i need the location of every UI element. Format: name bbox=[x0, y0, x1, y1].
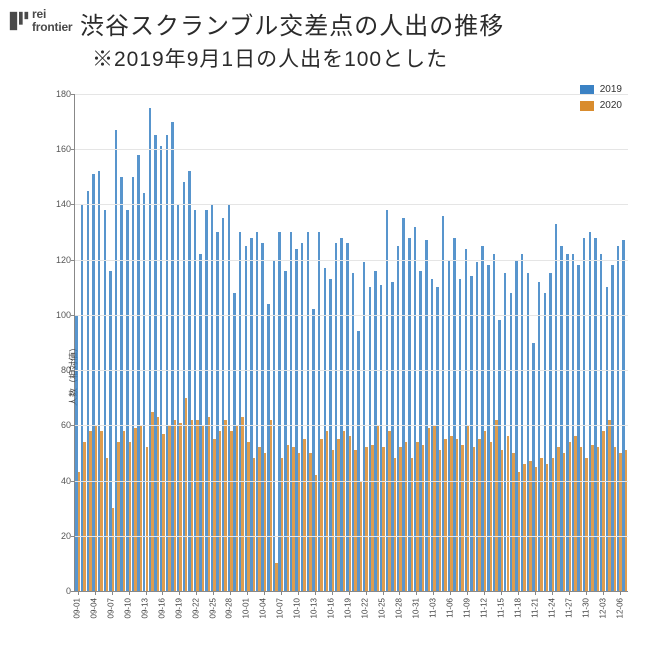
x-tick-label: 10-25 bbox=[378, 598, 387, 618]
x-tick-label: 09-19 bbox=[174, 598, 183, 618]
x-tick-label: 11-21 bbox=[530, 598, 539, 618]
x-tick-label: 10-01 bbox=[242, 598, 251, 618]
gridline bbox=[75, 315, 628, 316]
y-tick-label: 180 bbox=[56, 89, 75, 99]
x-tick-label: 11-30 bbox=[581, 598, 590, 618]
gridline bbox=[75, 370, 628, 371]
gridline bbox=[75, 94, 628, 95]
gridline bbox=[75, 149, 628, 150]
gridline bbox=[75, 260, 628, 261]
x-tick-label: 11-18 bbox=[513, 598, 522, 618]
y-tick-label: 100 bbox=[56, 310, 75, 320]
x-tick-label: 10-07 bbox=[276, 598, 285, 618]
x-tick-label: 09-04 bbox=[89, 598, 98, 618]
logo-mark-icon bbox=[8, 10, 30, 32]
x-tick-label: 10-19 bbox=[344, 598, 353, 618]
y-tick-label: 40 bbox=[61, 476, 75, 486]
bar-2020 bbox=[625, 450, 627, 591]
x-tick-label: 11-24 bbox=[547, 598, 556, 618]
x-tick-label: 11-09 bbox=[462, 598, 471, 618]
gridline bbox=[75, 536, 628, 537]
x-tick-label: 09-01 bbox=[72, 598, 81, 618]
x-tick-label: 11-12 bbox=[479, 598, 488, 618]
brand-logo: rei frontier bbox=[8, 8, 72, 33]
gridline bbox=[75, 204, 628, 205]
x-tick-label: 11-15 bbox=[496, 598, 505, 618]
x-tick-label: 11-03 bbox=[428, 598, 437, 618]
x-tick-label: 12-03 bbox=[598, 598, 607, 618]
logo-line2: frontier bbox=[32, 21, 72, 34]
x-tick-label: 10-13 bbox=[310, 598, 319, 618]
x-axis-labels: 09-01 09-04 09-07 09-10 09-13 09-16 09-19 09-22… bbox=[74, 592, 628, 632]
x-tick-label: 10-22 bbox=[361, 598, 370, 618]
x-tick-label: 09-25 bbox=[208, 598, 217, 618]
x-tick-label: 10-10 bbox=[293, 598, 302, 618]
x-tick-label: 09-07 bbox=[106, 598, 115, 618]
bars-container bbox=[75, 94, 628, 591]
x-tick-label: 10-16 bbox=[327, 598, 336, 618]
chart-subtitle: ※2019年9月1日の人出を100とした bbox=[92, 43, 642, 73]
x-tick-label: 09-10 bbox=[123, 598, 132, 618]
x-tick-label: 09-28 bbox=[225, 598, 234, 618]
x-tick-label: 12-06 bbox=[615, 598, 624, 618]
gridline bbox=[75, 481, 628, 482]
plot-area: 人数（相対値） 020406080100120140160180 bbox=[74, 94, 628, 592]
logo-line1: rei bbox=[32, 8, 72, 21]
logo-text: rei frontier bbox=[32, 8, 72, 33]
gridline bbox=[75, 425, 628, 426]
bar-group bbox=[622, 94, 628, 591]
x-tick-label: 10-28 bbox=[395, 598, 404, 618]
chart-container: 2019 2020 人数（相対値） 0204060801001201401601… bbox=[42, 82, 636, 632]
x-tick-label: 11-06 bbox=[445, 598, 454, 618]
x-tick-label: 10-04 bbox=[259, 598, 268, 618]
x-tick-label: 09-16 bbox=[157, 598, 166, 618]
x-tick-label: 10-31 bbox=[412, 598, 421, 618]
y-tick-label: 20 bbox=[61, 531, 75, 541]
x-tick-label: 09-13 bbox=[140, 598, 149, 618]
y-tick-label: 80 bbox=[61, 365, 75, 375]
title-block: 渋谷スクランブル交差点の人出の推移 ※2019年9月1日の人出を100とした bbox=[80, 6, 642, 73]
x-tick-label: 09-22 bbox=[191, 598, 200, 618]
y-tick-label: 160 bbox=[56, 144, 75, 154]
y-tick-label: 60 bbox=[61, 420, 75, 430]
y-tick-label: 140 bbox=[56, 199, 75, 209]
y-tick-label: 120 bbox=[56, 255, 75, 265]
chart-title: 渋谷スクランブル交差点の人出の推移 bbox=[80, 6, 642, 41]
x-tick-label: 11-27 bbox=[564, 598, 573, 618]
